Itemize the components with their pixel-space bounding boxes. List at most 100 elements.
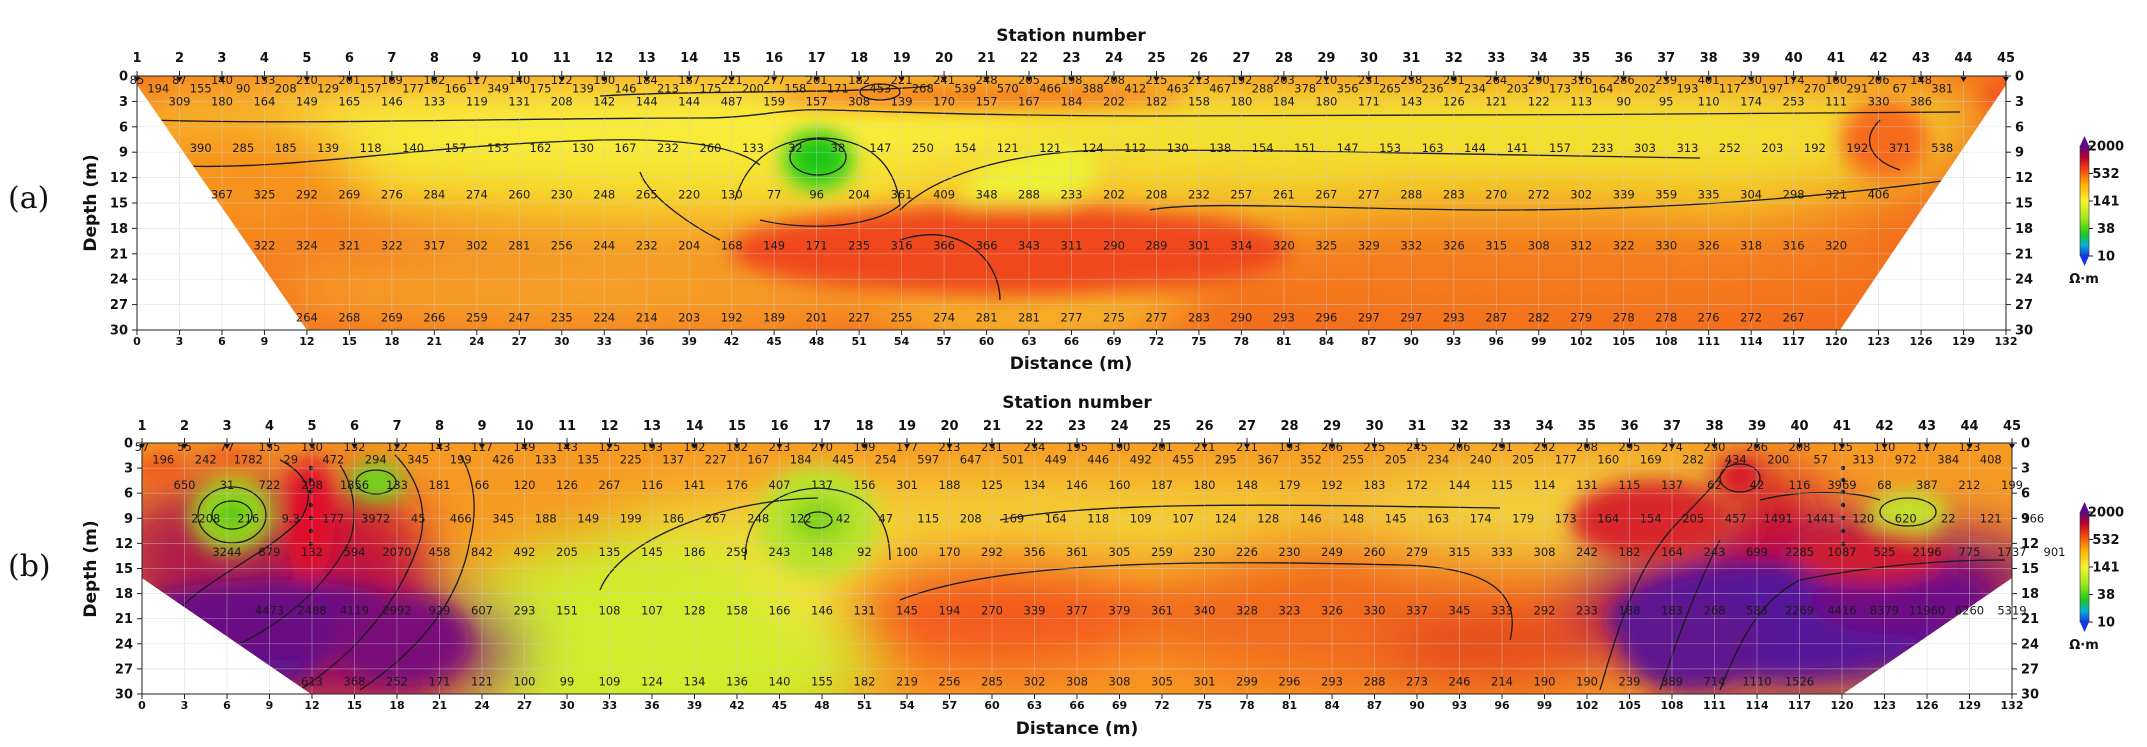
electrode-marker: [819, 444, 825, 449]
resistivity-value: 121: [1485, 94, 1507, 108]
station-label: 39: [1748, 419, 1766, 434]
electrode-marker: [309, 444, 315, 449]
resistivity-value: 128: [1257, 511, 1279, 525]
resistivity-value: 9.3: [282, 511, 300, 525]
depth-label-left: 9: [124, 512, 133, 527]
station-label: 34: [1535, 419, 1553, 434]
resistivity-value: 182: [854, 674, 876, 688]
resistivity-value: 457: [1725, 511, 1747, 525]
resistivity-value: 171: [1358, 94, 1380, 108]
resistivity-value: 277: [763, 73, 785, 87]
resistivity-value: 173: [1549, 82, 1571, 96]
resistivity-value: 157: [445, 141, 467, 155]
station-label: 3: [222, 419, 231, 434]
resistivity-value: 169: [1002, 511, 1024, 525]
resistivity-value: 291: [1846, 82, 1868, 96]
resistivity-value: 134: [684, 674, 706, 688]
distance-label: 45: [772, 699, 787, 712]
resistivity-value: 361: [1066, 545, 1088, 559]
electrode-marker: [1705, 77, 1712, 82]
electrode-marker: [176, 77, 183, 82]
resistivity-value: 186: [662, 511, 684, 525]
resistivity-value: 8379: [1870, 603, 1899, 617]
station-label: 29: [1323, 419, 1341, 434]
resistivity-value: 245: [1406, 440, 1428, 454]
resistivity-value: 1491: [1764, 511, 1793, 525]
distance-label: 117: [1788, 699, 1811, 712]
resistivity-value: 290: [1528, 73, 1550, 87]
distance-label: 129: [1952, 335, 1975, 348]
station-label: 43: [1912, 51, 1930, 66]
station-label: 25: [1147, 51, 1165, 66]
resistivity-value: 198: [1061, 73, 1083, 87]
distance-label: 72: [1154, 699, 1169, 712]
resistivity-value: 289: [1145, 238, 1167, 252]
resistivity-value: 252: [386, 674, 408, 688]
resistivity-value: 47: [878, 511, 893, 525]
station-label: 29: [1317, 51, 1335, 66]
resistivity-value: 227: [848, 310, 870, 324]
resistivity-value: 224: [593, 310, 615, 324]
station-label: 40: [1790, 419, 1808, 434]
resistivity-value: 270: [1485, 188, 1507, 202]
distance-label: 33: [597, 335, 612, 348]
electrode-marker: [303, 77, 310, 82]
resistivity-value: 77: [220, 440, 235, 454]
station-label: 8: [435, 419, 444, 434]
resistivity-value: 96: [809, 188, 824, 202]
resistivity-value: 122: [551, 73, 573, 87]
panel-a-value-labels: 85 87 140 153 210 201 169 162 117 140 122 190 184 187…: [130, 73, 1954, 324]
resistivity-value: 169: [381, 73, 403, 87]
resistivity-value: 120: [514, 478, 536, 492]
resistivity-value: 107: [641, 603, 663, 617]
distance-label: 93: [1452, 699, 1467, 712]
resistivity-value: 92: [857, 545, 872, 559]
station-label: 9: [477, 419, 486, 434]
resistivity-value: 163: [1427, 511, 1449, 525]
resistivity-value: 268: [1576, 440, 1598, 454]
resistivity-value: 124: [1215, 511, 1237, 525]
resistivity-value: 154: [1252, 141, 1274, 155]
resistivity-value: 4473: [255, 603, 284, 617]
resistivity-value: 231: [981, 440, 1003, 454]
station-label: 22: [1020, 51, 1038, 66]
resistivity-value: 42: [836, 511, 851, 525]
distance-label: 18: [389, 699, 404, 712]
station-label: 35: [1578, 419, 1596, 434]
resistivity-value: 339: [1024, 603, 1046, 617]
resistivity-value: 879: [259, 545, 281, 559]
distance-label: 24: [469, 335, 485, 348]
electrode-marker: [1195, 77, 1202, 82]
electrode-marker: [1875, 77, 1882, 82]
resistivity-value: 290: [1103, 238, 1125, 252]
station-label: 10: [510, 51, 528, 66]
resistivity-value: 330: [1364, 603, 1386, 617]
resistivity-value: 122: [790, 511, 812, 525]
resistivity-value: 284: [423, 188, 445, 202]
resistivity-value: 155: [190, 82, 212, 96]
resistivity-value: 123: [1959, 440, 1981, 454]
depth-label-right: 9: [2021, 512, 2030, 527]
resistivity-value: 208: [551, 94, 573, 108]
resistivity-value: 248: [976, 73, 998, 87]
resistivity-value: 42: [1750, 478, 1765, 492]
resistivity-value: 107: [1172, 511, 1194, 525]
resistivity-value: 200: [742, 82, 764, 96]
resistivity-value: 501: [1002, 453, 1024, 467]
resistivity-value: 162: [530, 141, 552, 155]
resistivity-value: 128: [684, 603, 706, 617]
resistivity-value: 356: [1337, 82, 1359, 96]
station-label: 15: [723, 51, 741, 66]
panel-b-colorbar-top-arrow: [2080, 502, 2089, 512]
resistivity-value: 279: [1570, 310, 1592, 324]
station-label: 44: [1954, 51, 1972, 66]
electrode-marker: [1535, 77, 1542, 82]
depth-label-left: 6: [119, 120, 128, 135]
resistivity-value: 272: [1740, 310, 1762, 324]
electrode-marker: [139, 444, 145, 449]
resistivity-value: 184: [636, 73, 658, 87]
resistivity-value: 77: [767, 188, 782, 202]
resistivity-value: 31: [220, 478, 235, 492]
electrode-marker: [686, 77, 693, 82]
distance-label: 36: [644, 699, 660, 712]
